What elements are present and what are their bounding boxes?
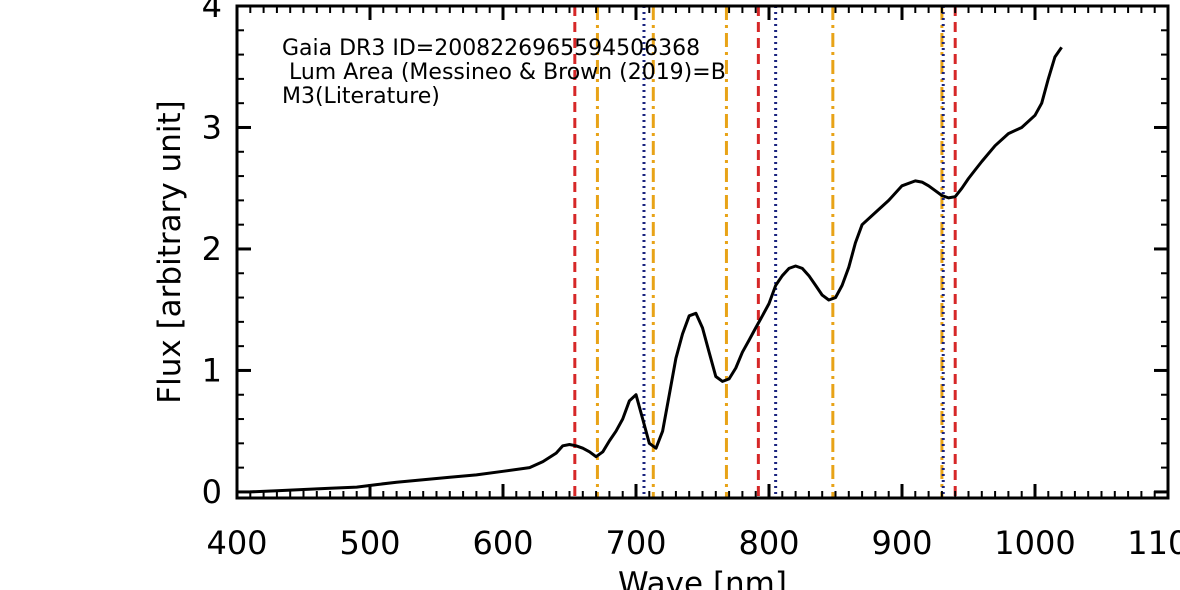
vertical-marker-lines xyxy=(573,6,957,498)
x-tick-label: 600 xyxy=(472,524,533,562)
plot-frame xyxy=(235,4,1170,500)
y-tick-label: 0 xyxy=(202,473,222,511)
y-tick-label: 4 xyxy=(202,0,222,25)
x-tick-label: 900 xyxy=(871,524,932,562)
annotation-spectral-type: M3(Literature) xyxy=(282,84,440,109)
x-tick-label: 800 xyxy=(738,524,799,562)
x-tick-label: 700 xyxy=(605,524,666,562)
series-line-0 xyxy=(250,46,1063,494)
x-tick-label: 1000 xyxy=(994,524,1075,562)
x-tick-label: 500 xyxy=(339,524,400,562)
y-axis-title: Flux [arbitrary unit] xyxy=(152,100,188,403)
x-axis-title: Wave [nm] xyxy=(618,566,787,590)
annotation-lum-area: Lum Area (Messineo & Brown (2019)=B xyxy=(282,60,726,85)
y-tick-label: 2 xyxy=(202,230,222,268)
annotation-gaia-id: Gaia DR3 ID=2008226965594506368 xyxy=(282,36,700,61)
x-tick-label: 400 xyxy=(206,524,267,562)
series-layer xyxy=(250,46,1063,494)
y-tick-label: 1 xyxy=(202,351,222,389)
y-tick-label: 3 xyxy=(202,108,222,146)
